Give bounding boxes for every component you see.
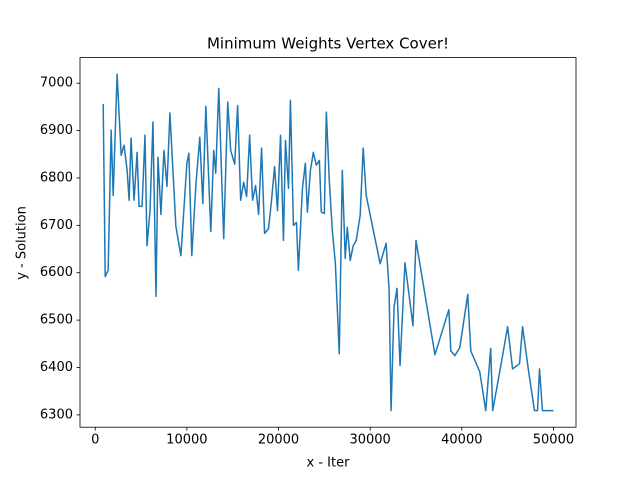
- y-tick-label: 6700: [40, 218, 73, 233]
- y-tick-label: 6400: [40, 360, 73, 375]
- chart-title: Minimum Weights Vertex Cover!: [207, 35, 449, 53]
- x-tick-label: 10000: [166, 433, 207, 448]
- x-tick-label: 50000: [533, 433, 574, 448]
- x-tick-label: 30000: [349, 433, 390, 448]
- y-tick-label: 7000: [40, 76, 73, 91]
- y-tick-label: 6600: [40, 265, 73, 280]
- axes-frame: [79, 57, 577, 428]
- x-tick-label: 40000: [441, 433, 482, 448]
- x-tick-label: 0: [91, 433, 99, 448]
- y-tick-label: 6900: [40, 123, 73, 138]
- data-line: [102, 73, 554, 412]
- y-tick-label: 6300: [40, 407, 73, 422]
- x-tick-label: 20000: [258, 433, 299, 448]
- y-tick-label: 6800: [40, 170, 73, 185]
- x-axis-label: x - Iter: [307, 456, 351, 471]
- y-axis-label: y - Solution: [15, 206, 30, 280]
- y-tick-label: 6500: [40, 313, 73, 328]
